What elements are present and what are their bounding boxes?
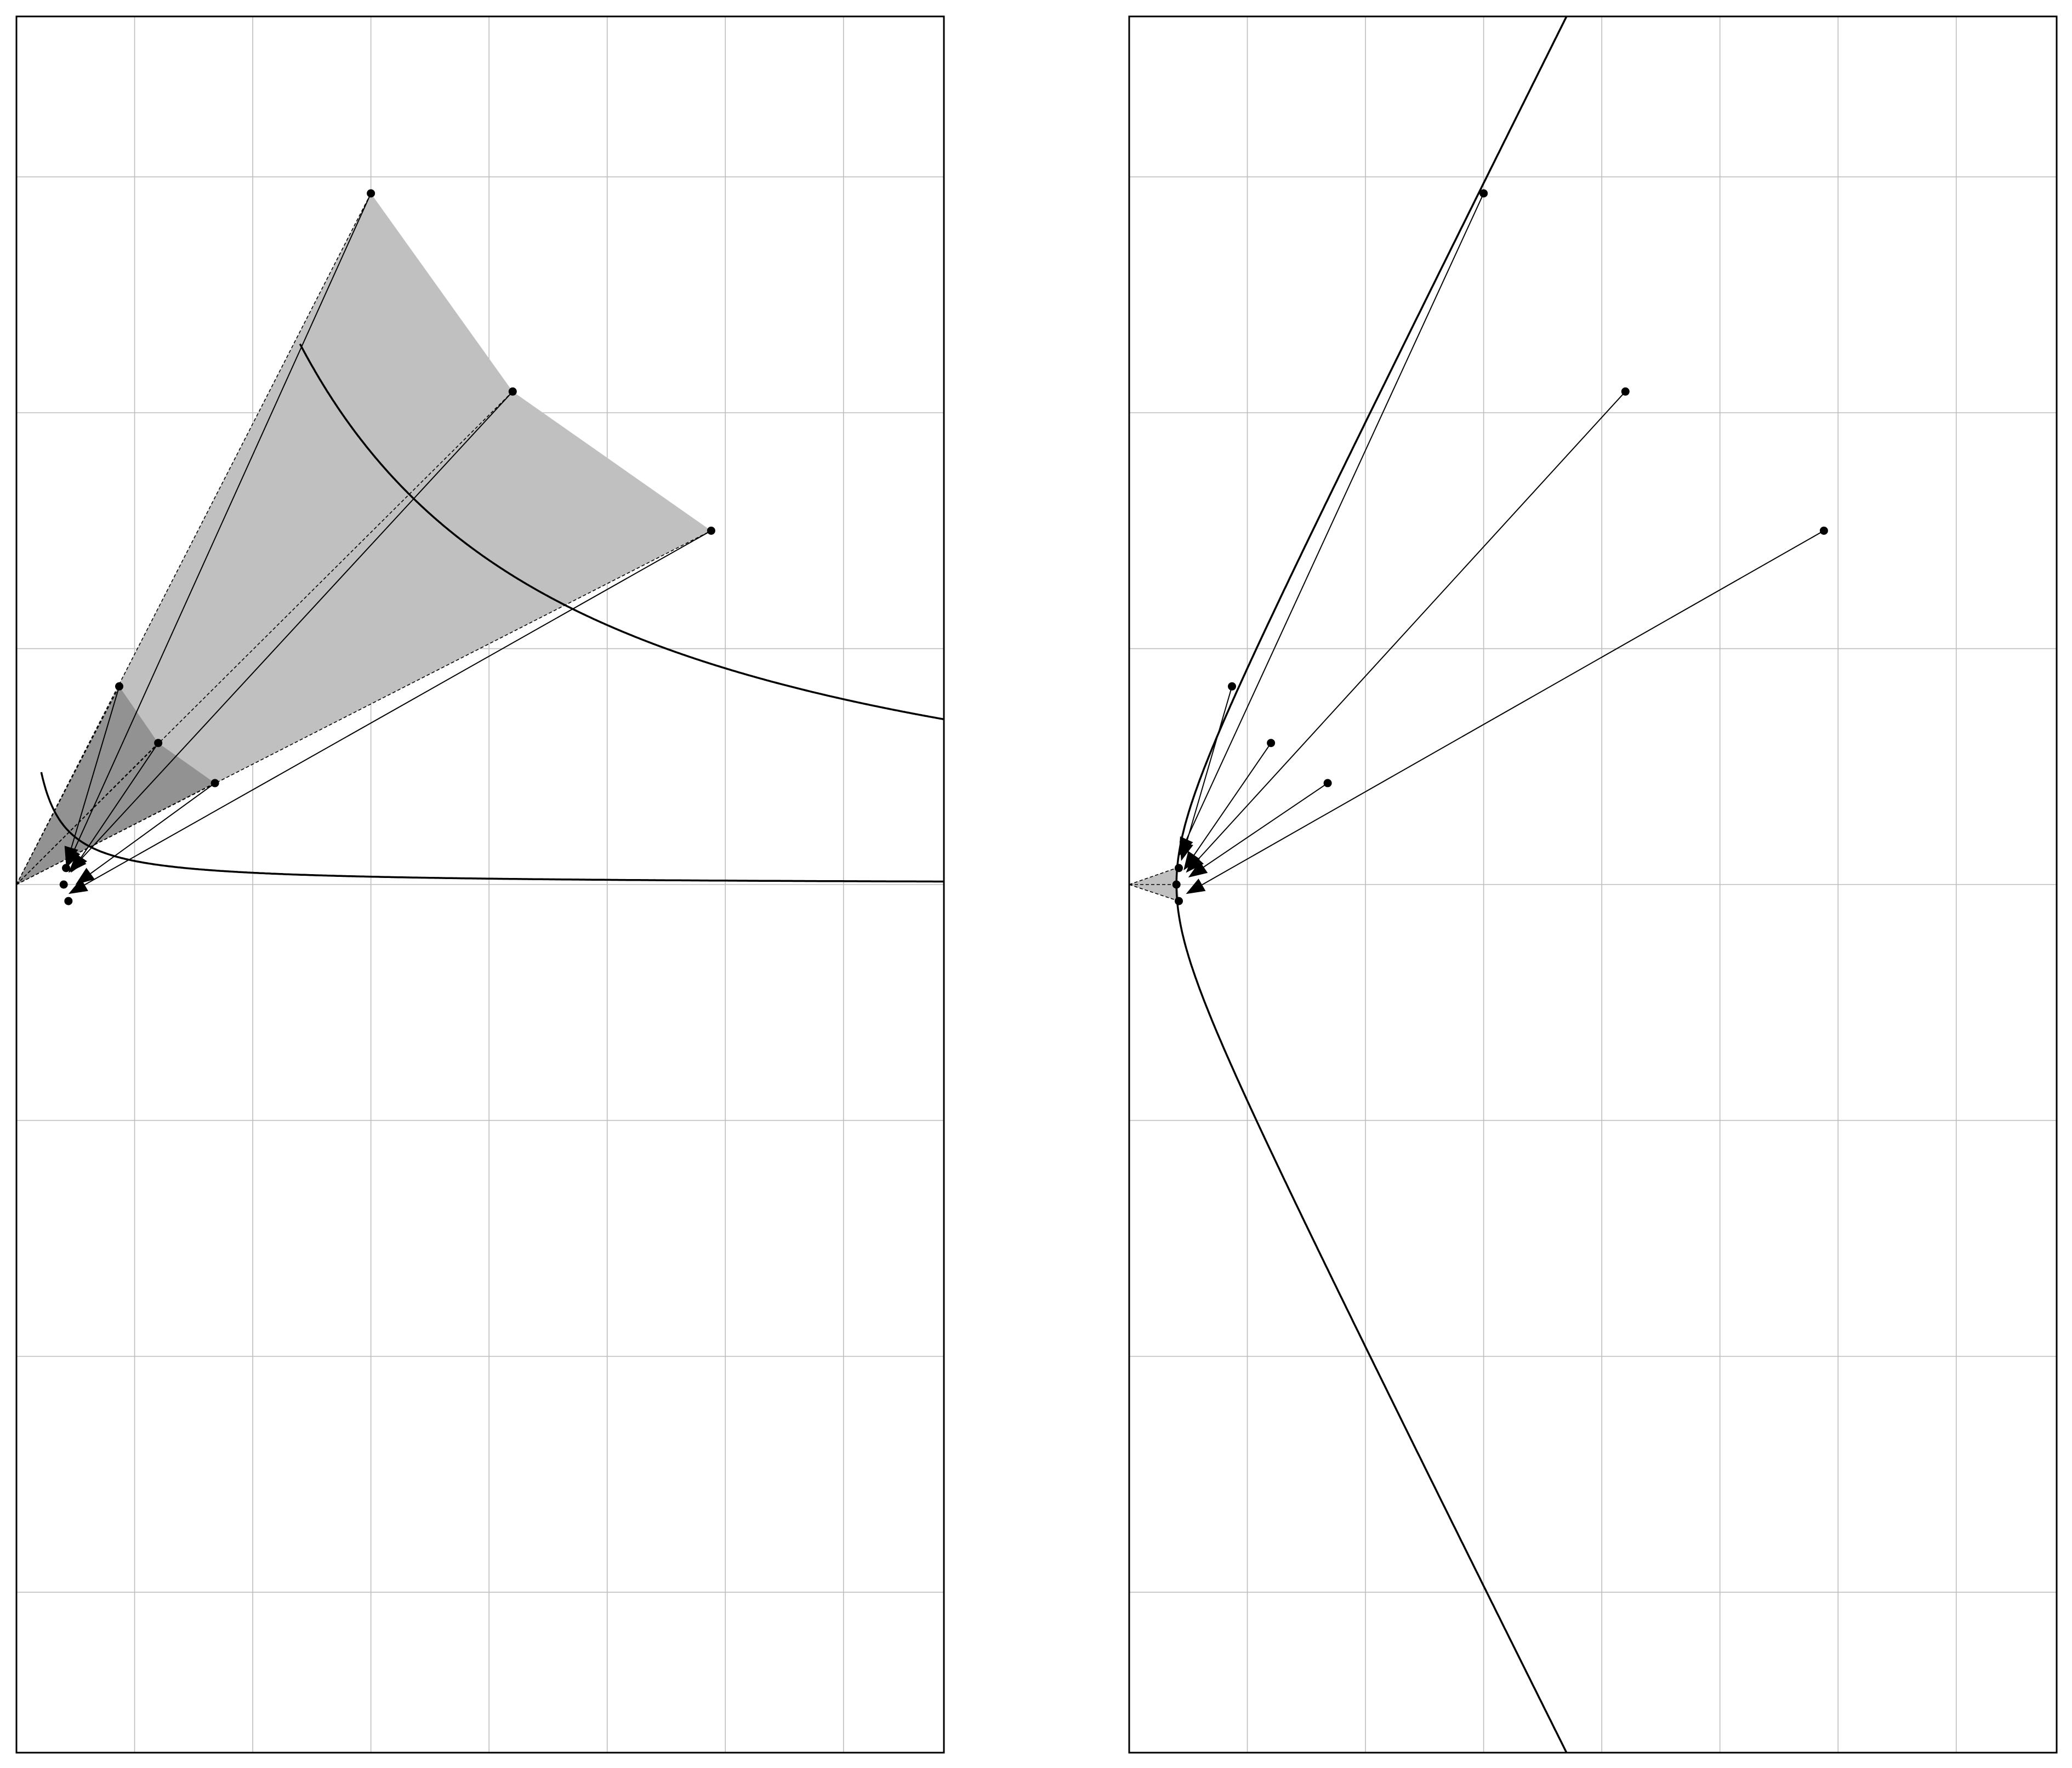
dashed-edge [16, 743, 159, 885]
point-marker [115, 682, 124, 691]
arrow-shaft [84, 530, 711, 886]
left-curves [40, 343, 944, 883]
point-marker [59, 880, 68, 889]
right-arrows [1179, 193, 1824, 894]
point-marker [1479, 189, 1488, 198]
point-marker [508, 387, 517, 396]
left-dashed-edges [16, 193, 711, 885]
point-marker [210, 779, 219, 788]
arrow-head [75, 868, 95, 885]
right-panel-frame [1128, 15, 2058, 1754]
arrow-head [1179, 841, 1193, 861]
right-panel [1128, 15, 2058, 1754]
point-marker [64, 897, 73, 905]
arrow-shaft [1198, 391, 1626, 860]
point-marker [154, 739, 163, 748]
point-marker [707, 526, 715, 535]
arrow-shaft [90, 783, 215, 874]
arrow-head [1186, 854, 1204, 873]
point-marker [1267, 739, 1276, 748]
arrow-head [71, 853, 87, 873]
arrow-shaft [73, 193, 372, 852]
point-marker [1175, 897, 1183, 905]
dashed-edge [16, 686, 120, 885]
hyperbola-curve [299, 343, 944, 721]
point-marker [1172, 880, 1181, 889]
arrow-shaft [1193, 743, 1272, 856]
dashed-edge [16, 783, 215, 885]
arrow-shaft [81, 391, 514, 860]
left-panel-frame [15, 15, 945, 1754]
dashed-edge [1129, 868, 1177, 885]
arrow-shaft [1203, 783, 1328, 868]
point-marker [62, 864, 71, 872]
arrow-shaft [81, 743, 159, 858]
left-arrows [64, 193, 711, 894]
point-marker [1175, 864, 1183, 872]
arrow-shaft [1202, 530, 1824, 886]
arrow-head [1188, 861, 1208, 878]
point-marker [1228, 682, 1237, 691]
arrow-head [1183, 851, 1200, 871]
arrow-shaft [1186, 193, 1484, 840]
right-dashed-edges [1129, 868, 1179, 902]
left-panel [15, 15, 945, 1754]
right-grid [1129, 16, 2057, 1753]
left-points [59, 189, 715, 905]
arrow-head [64, 846, 78, 866]
arrow-shaft [71, 686, 120, 848]
point-marker [1323, 779, 1332, 788]
point-marker [1819, 526, 1828, 535]
hyperbola-curve [40, 772, 944, 883]
arrow-shaft [1186, 686, 1233, 843]
dashed-edge [16, 530, 711, 885]
dashed-edge [16, 193, 372, 885]
arrow-head [1186, 879, 1206, 894]
right-points [1172, 189, 1828, 905]
point-marker [367, 189, 375, 198]
dashed-edge [1129, 884, 1179, 902]
point-marker [1621, 387, 1630, 396]
